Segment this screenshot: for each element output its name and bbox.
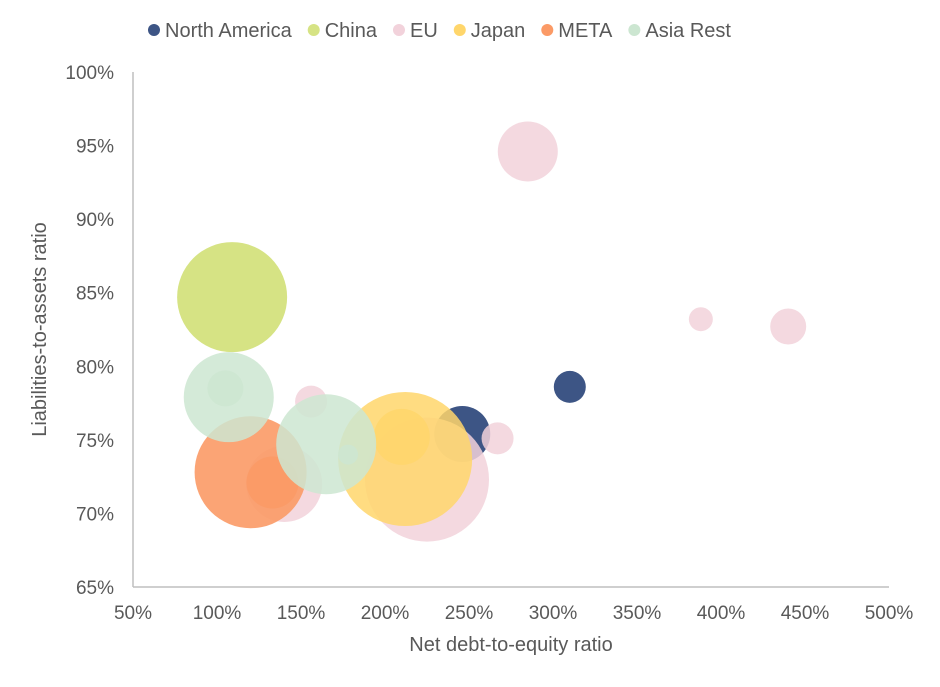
bubble-eu xyxy=(770,308,807,345)
bubble-eu xyxy=(688,307,713,332)
legend-marker xyxy=(541,24,554,36)
legend-label: China xyxy=(325,20,378,42)
bubble-north-america xyxy=(553,370,586,403)
legend-marker xyxy=(148,24,160,36)
bubble-asia-rest xyxy=(207,370,244,407)
chart-legend: North America China EU Japan META Asia Rest xyxy=(148,20,731,42)
x-axis-title: Net debt-to-equity ratio xyxy=(409,634,612,656)
legend-label: Japan xyxy=(471,20,526,42)
x-tick-label: 250% xyxy=(445,603,494,624)
y-tick-label: 90% xyxy=(76,210,114,231)
y-tick-label: 100% xyxy=(65,63,114,84)
x-tick-labels: 50% 100% 150% 200% 250% 300% 350% 400% 450% 500% xyxy=(114,603,913,624)
legend-item-asia-rest: Asia Rest xyxy=(628,20,731,42)
legend-marker xyxy=(628,24,641,36)
legend-label: META xyxy=(558,20,613,42)
legend-item-north-america: North America xyxy=(148,20,293,42)
legend-item-china: China xyxy=(307,20,378,42)
x-tick-label: 500% xyxy=(865,603,914,624)
bubble-asia-rest xyxy=(338,444,359,465)
axes xyxy=(132,72,889,588)
y-axis-title: Liabilities-to-assets ratio xyxy=(29,222,51,437)
y-tick-label: 65% xyxy=(76,578,114,599)
legend-item-japan: Japan xyxy=(453,20,526,42)
x-tick-label: 350% xyxy=(613,603,662,624)
x-tick-label: 300% xyxy=(529,603,578,624)
y-tick-label: 85% xyxy=(76,284,114,305)
bubble-japan xyxy=(373,408,430,465)
x-tick-label: 450% xyxy=(781,603,830,624)
x-tick-label: 150% xyxy=(277,603,326,624)
legend-label: EU xyxy=(410,20,438,42)
x-tick-label: 100% xyxy=(193,603,242,624)
legend-label: North America xyxy=(165,20,293,42)
x-tick-label: 400% xyxy=(697,603,746,624)
x-tick-label: 200% xyxy=(361,603,410,624)
legend-item-meta: META xyxy=(541,20,613,42)
y-tick-labels: 65% 70% 75% 80% 85% 90% 95% 100% xyxy=(65,63,114,599)
legend-marker xyxy=(392,24,405,36)
y-tick-label: 70% xyxy=(76,504,114,525)
bubble-asia-rest xyxy=(276,394,377,495)
legend-item-eu: EU xyxy=(392,20,438,42)
legend-label: Asia Rest xyxy=(645,20,731,42)
legend-marker xyxy=(453,24,466,36)
y-tick-label: 80% xyxy=(76,357,114,378)
bubble-china xyxy=(177,242,288,353)
bubble-layer xyxy=(177,121,807,542)
bubble-eu xyxy=(481,422,514,455)
x-tick-label: 50% xyxy=(114,603,152,624)
bubble-eu xyxy=(497,121,558,182)
y-tick-label: 75% xyxy=(76,431,114,452)
y-tick-label: 95% xyxy=(76,137,114,158)
legend-marker xyxy=(307,24,320,36)
